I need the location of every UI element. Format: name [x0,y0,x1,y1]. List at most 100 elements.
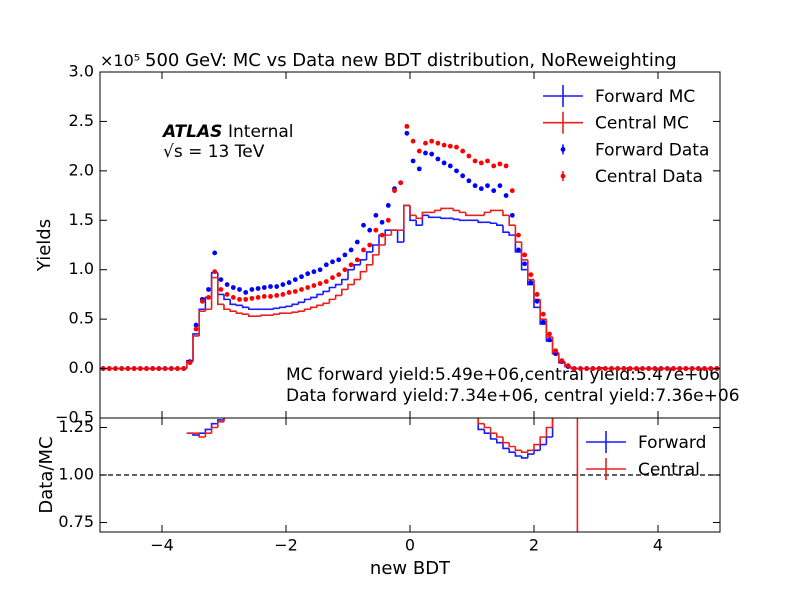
experiment-label: ATLAS [161,122,222,142]
data-point [447,163,453,169]
data-point [305,271,311,277]
data-point [373,227,379,233]
data-point [429,151,435,157]
y-axis-label: Yields [34,219,55,272]
step-segment [477,418,485,425]
data-point [348,247,354,253]
step-segment [427,215,435,219]
data-point [460,148,466,154]
y-tick-label: 2.5 [69,111,94,130]
data-point [361,222,366,228]
y-axis-label: Data/MC [36,436,57,513]
step-segment [229,309,237,313]
data-point [497,161,503,167]
data-point [528,272,534,278]
step-segment [520,450,528,453]
data-point [410,138,416,144]
step-segment [248,307,255,311]
data-point [311,283,317,288]
step-segment [365,263,373,272]
step-segment [285,305,293,308]
y-tick-label: 2.0 [69,160,94,179]
data-point [423,140,428,146]
data-point [348,262,354,268]
step-segment [545,319,553,338]
step-segment [539,436,547,445]
step-segment [403,204,410,231]
step-segment [297,301,305,305]
ratio-plot-area [100,418,720,532]
data-point [280,282,286,287]
data-point [224,292,230,297]
step-segment [204,432,212,437]
data-point [119,366,125,371]
step-segment [496,433,503,438]
data-point [571,366,577,371]
data-point [478,186,484,192]
data-point [708,366,714,371]
step-segment [545,426,553,437]
data-point [677,366,683,371]
step-segment [204,428,212,434]
step-segment [384,234,392,245]
step-segment [502,210,510,217]
legend-label: Central Data [595,167,703,187]
y-tick-label: 1.25 [58,417,94,436]
step-segment [458,210,466,214]
data-point [144,366,149,371]
data-point [392,188,397,194]
step-segment [229,299,237,306]
data-point [385,203,391,208]
y-tick-label: 1.5 [69,210,94,229]
data-point [689,366,695,371]
data-point [243,290,249,295]
data-point [466,153,472,159]
data-point [243,296,249,302]
x-tick-label: −2 [274,536,298,555]
step-segment [198,433,206,438]
step-segment [409,205,417,217]
data-point [435,156,441,162]
data-point [385,217,391,223]
step-segment [223,304,231,311]
step-segment [440,207,448,211]
step-segment [328,298,336,304]
step-segment [235,311,243,315]
data-point [497,183,503,189]
data-point [131,366,137,371]
data-point [578,366,583,371]
step-segment [359,259,367,265]
step-segment [291,303,299,307]
data-point [423,150,428,156]
data-point [516,232,521,238]
step-segment [508,442,516,448]
step-segment [539,299,547,320]
step-segment [508,232,516,236]
step-segment [465,212,472,217]
data-point [261,294,267,299]
data-point [249,295,255,301]
step-segment [527,449,534,453]
step-segment [415,215,423,220]
data-point [113,366,118,371]
data-point [367,227,373,233]
data-point [454,144,459,150]
data-point [106,366,112,371]
data-point [317,281,323,286]
data-point [547,337,552,343]
step-segment [210,426,218,434]
data-point [596,366,602,371]
data-point [584,366,590,371]
data-point [299,287,304,292]
data-point [156,366,162,371]
data-point [509,212,515,218]
data-point [621,366,627,371]
data-point [230,294,236,300]
data-point [485,158,490,164]
data-point [509,188,515,194]
experiment-status: Internal [228,122,294,142]
data-point [286,280,292,285]
step-segment [372,244,379,252]
data-point [398,180,404,186]
